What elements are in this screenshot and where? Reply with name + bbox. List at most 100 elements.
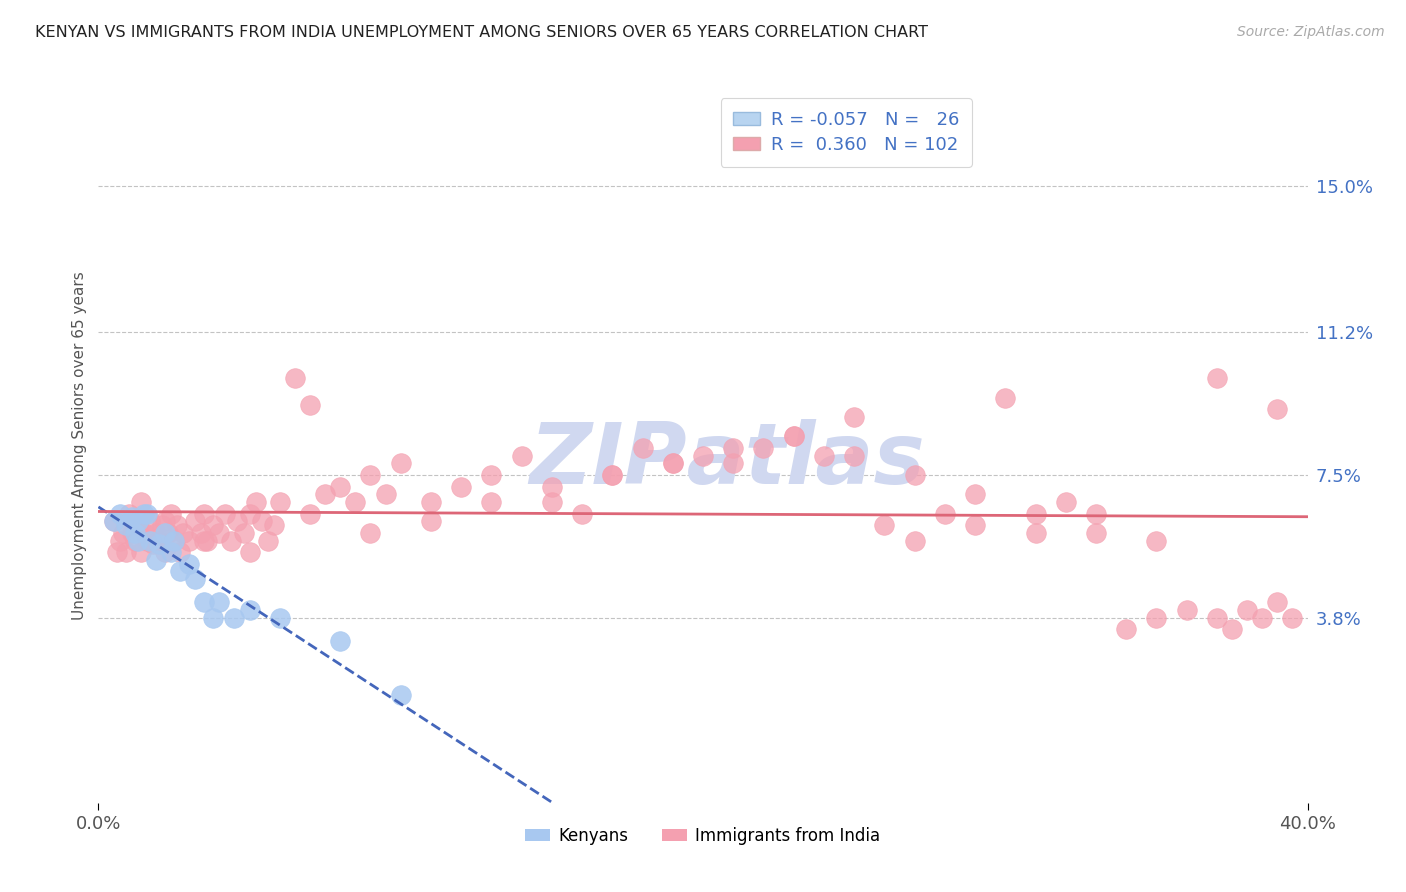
Point xyxy=(752,441,775,455)
Point xyxy=(160,507,183,521)
Point xyxy=(1281,610,1303,624)
Point xyxy=(221,533,243,548)
Point xyxy=(1236,603,1258,617)
Point xyxy=(420,514,443,528)
Point xyxy=(150,518,173,533)
Point xyxy=(145,525,167,540)
Point xyxy=(105,545,128,559)
Point xyxy=(108,533,131,548)
Point xyxy=(360,525,382,540)
Point xyxy=(299,507,322,521)
Point xyxy=(783,429,806,443)
Point xyxy=(1024,525,1046,540)
Point xyxy=(121,510,143,524)
Point xyxy=(121,525,143,540)
Point xyxy=(723,441,745,455)
Point xyxy=(224,610,246,624)
Point xyxy=(169,545,191,559)
Text: ZIP​atlas: ZIP​atlas xyxy=(529,418,925,502)
Point xyxy=(510,449,533,463)
Point xyxy=(450,479,472,493)
Point xyxy=(994,391,1017,405)
Point xyxy=(481,467,503,482)
Point xyxy=(190,525,212,540)
Point xyxy=(661,456,683,470)
Point xyxy=(179,533,201,548)
Point xyxy=(329,479,352,493)
Point xyxy=(844,410,866,425)
Point xyxy=(129,545,152,559)
Point xyxy=(103,514,125,528)
Point xyxy=(965,518,987,533)
Point xyxy=(904,533,927,548)
Point xyxy=(360,467,382,482)
Point xyxy=(934,507,956,521)
Point xyxy=(481,495,503,509)
Point xyxy=(163,533,186,548)
Point xyxy=(602,467,624,482)
Point xyxy=(245,495,267,509)
Point xyxy=(602,467,624,482)
Point xyxy=(1251,610,1274,624)
Point xyxy=(135,507,157,521)
Point xyxy=(193,507,215,521)
Point xyxy=(124,525,146,540)
Point xyxy=(124,533,146,548)
Point xyxy=(166,518,188,533)
Text: Source: ZipAtlas.com: Source: ZipAtlas.com xyxy=(1237,25,1385,39)
Point xyxy=(132,525,155,540)
Point xyxy=(256,533,278,548)
Point xyxy=(169,565,191,579)
Point xyxy=(184,572,207,586)
Point xyxy=(127,514,149,528)
Point xyxy=(631,441,654,455)
Point xyxy=(232,525,254,540)
Point xyxy=(540,495,562,509)
Point xyxy=(389,456,412,470)
Point xyxy=(374,487,396,501)
Point xyxy=(540,479,562,493)
Point xyxy=(148,533,170,548)
Point xyxy=(127,518,149,533)
Point xyxy=(239,507,262,521)
Point xyxy=(250,514,273,528)
Point xyxy=(193,533,215,548)
Point xyxy=(1267,402,1289,417)
Point xyxy=(153,525,176,540)
Point xyxy=(111,525,134,540)
Point xyxy=(202,610,225,624)
Point xyxy=(844,449,866,463)
Point xyxy=(132,507,155,521)
Point xyxy=(145,553,167,567)
Point xyxy=(284,371,307,385)
Y-axis label: Unemployment Among Seniors over 65 years: Unemployment Among Seniors over 65 years xyxy=(72,272,87,620)
Point xyxy=(299,399,322,413)
Point xyxy=(904,467,927,482)
Point xyxy=(139,533,162,548)
Point xyxy=(1206,371,1229,385)
Point xyxy=(139,514,162,528)
Point xyxy=(723,456,745,470)
Point xyxy=(103,514,125,528)
Point xyxy=(160,545,183,559)
Point xyxy=(1115,622,1137,636)
Point xyxy=(163,533,186,548)
Point xyxy=(344,495,367,509)
Point xyxy=(1175,603,1198,617)
Point xyxy=(127,533,149,548)
Point xyxy=(142,537,165,551)
Point xyxy=(129,495,152,509)
Point xyxy=(692,449,714,463)
Point xyxy=(172,525,194,540)
Point xyxy=(314,487,336,501)
Point xyxy=(118,507,141,521)
Point xyxy=(108,507,131,521)
Point xyxy=(269,495,291,509)
Point xyxy=(571,507,593,521)
Point xyxy=(153,545,176,559)
Point xyxy=(1144,610,1167,624)
Point xyxy=(873,518,896,533)
Point xyxy=(208,525,231,540)
Point xyxy=(156,525,179,540)
Point xyxy=(148,537,170,551)
